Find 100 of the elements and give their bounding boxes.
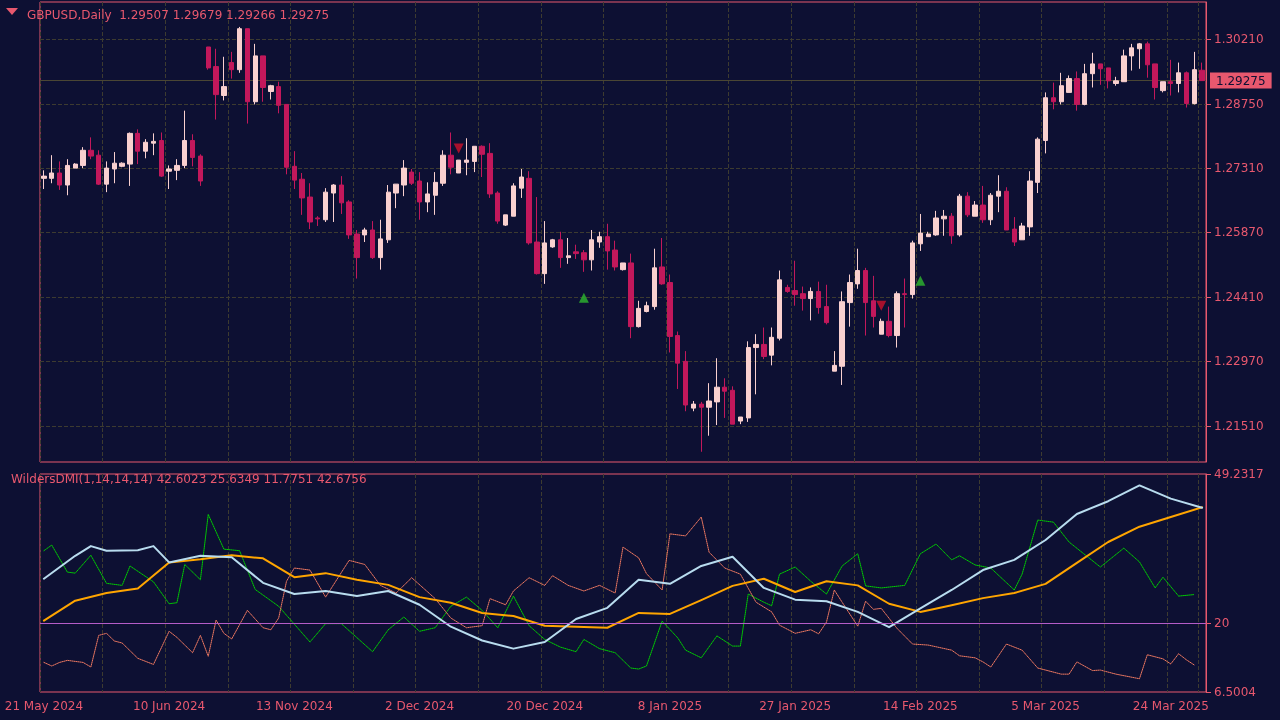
candlestick (284, 103, 289, 175)
candlestick (910, 240, 915, 300)
candlestick (221, 56, 227, 101)
candlestick (425, 181, 430, 213)
ref-line-label: 1.29275 (1216, 73, 1266, 88)
candlestick (159, 131, 164, 178)
candlestick (965, 191, 970, 218)
candlestick (761, 327, 767, 360)
candlestick (605, 223, 610, 271)
candlestick (566, 237, 571, 265)
candlestick (151, 132, 156, 156)
candlestick (652, 248, 657, 311)
x-tick-label: 8 Jan 2025 (637, 699, 703, 713)
candlestick (472, 145, 477, 173)
candlestick (433, 171, 438, 216)
candlestick (323, 187, 328, 223)
candlestick (636, 300, 641, 329)
candlestick (1059, 72, 1064, 105)
candlestick (534, 196, 540, 276)
candlestick (213, 48, 219, 121)
x-tick-label: 21 May 2024 (4, 699, 84, 713)
candlestick (448, 131, 454, 175)
candlestick (339, 175, 344, 215)
candlestick (706, 382, 712, 437)
y-tick-label: 1.21510 (1214, 419, 1264, 434)
candlestick (409, 168, 414, 186)
candlestick (370, 220, 375, 260)
candlestick (456, 159, 461, 174)
candlestick (691, 400, 696, 412)
candlestick (816, 281, 821, 315)
candlestick (182, 110, 187, 169)
candlestick (464, 137, 469, 176)
candlestick (847, 274, 853, 328)
candlestick (1192, 51, 1197, 105)
candlestick (1199, 62, 1205, 82)
candlestick (166, 164, 172, 190)
candlestick (299, 172, 305, 216)
candlestick (839, 290, 845, 386)
candlestick (80, 146, 86, 169)
candlestick (628, 253, 634, 339)
candlestick (886, 306, 892, 338)
candlestick (550, 238, 555, 249)
candlestick (417, 171, 422, 221)
candlestick (1129, 43, 1134, 72)
candlestick (1152, 63, 1158, 101)
candlestick (777, 270, 782, 341)
y-tick-label: 1.24410 (1214, 290, 1264, 305)
candlestick (393, 183, 399, 209)
candlestick (1051, 82, 1056, 110)
candlestick (401, 159, 407, 197)
candlestick (127, 131, 133, 187)
candlestick (558, 231, 563, 269)
y-tick-label: 1.27310 (1214, 161, 1264, 176)
candlestick (526, 170, 532, 246)
candlestick (104, 160, 109, 193)
candlestick (746, 340, 751, 423)
candlestick (1082, 63, 1087, 106)
candlestick (57, 160, 62, 191)
candlestick (331, 183, 336, 223)
candlestick (1168, 59, 1173, 97)
candlestick (714, 357, 720, 426)
line-series (42, 484, 1204, 650)
candlestick (253, 43, 258, 105)
candlestick (198, 153, 203, 187)
candlestick (753, 333, 759, 395)
candlestick (879, 318, 884, 335)
candlestick (792, 260, 798, 307)
y-tick-label: 1.28750 (1214, 96, 1264, 111)
candlestick (1019, 222, 1025, 241)
y-tick-label: 49.2317 (1214, 467, 1264, 481)
candlestick (683, 350, 688, 412)
candlestick (808, 286, 813, 321)
candlestick (487, 142, 493, 199)
candlestick (933, 210, 939, 237)
candlestick (1090, 52, 1095, 88)
candlestick (143, 138, 148, 159)
candlestick (988, 192, 993, 226)
candlestick (699, 401, 704, 453)
candlestick (479, 144, 485, 178)
candlestick (1160, 81, 1166, 93)
line-series (42, 506, 1204, 629)
candlestick (362, 227, 367, 243)
x-tick-label: 24 Mar 2025 (1132, 699, 1209, 713)
y-tick-label: 1.22970 (1214, 354, 1264, 369)
candlestick (503, 214, 508, 227)
candlestick (268, 84, 274, 101)
candlestick (972, 200, 978, 217)
candlestick (65, 158, 70, 196)
candlestick (1121, 49, 1127, 83)
candlestick (1176, 62, 1181, 93)
candlestick (589, 229, 594, 272)
candlestick (73, 162, 78, 169)
point (453, 143, 464, 154)
candlestick (1113, 76, 1119, 87)
candlestick (1043, 91, 1048, 154)
candlestick (88, 136, 94, 160)
x-tick-label: 27 Jan 2025 (759, 699, 832, 713)
candlestick (1027, 170, 1033, 237)
point (915, 275, 926, 286)
candlestick (996, 174, 1001, 213)
